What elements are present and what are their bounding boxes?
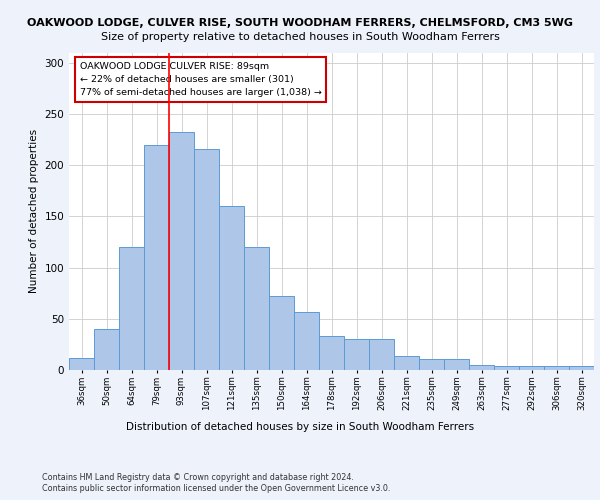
Bar: [569, 366, 594, 370]
Bar: [419, 358, 444, 370]
Bar: [494, 366, 519, 370]
Bar: [194, 149, 219, 370]
Text: Size of property relative to detached houses in South Woodham Ferrers: Size of property relative to detached ho…: [101, 32, 499, 42]
Bar: [69, 358, 94, 370]
Bar: [444, 358, 469, 370]
Bar: [319, 336, 344, 370]
Bar: [244, 247, 269, 370]
Bar: [294, 312, 319, 370]
Bar: [519, 366, 544, 370]
Bar: [469, 365, 494, 370]
Bar: [369, 340, 394, 370]
Text: Contains HM Land Registry data © Crown copyright and database right 2024.: Contains HM Land Registry data © Crown c…: [42, 472, 354, 482]
Text: OAKWOOD LODGE CULVER RISE: 89sqm
← 22% of detached houses are smaller (301)
77% : OAKWOOD LODGE CULVER RISE: 89sqm ← 22% o…: [79, 62, 322, 98]
Text: OAKWOOD LODGE, CULVER RISE, SOUTH WOODHAM FERRERS, CHELMSFORD, CM3 5WG: OAKWOOD LODGE, CULVER RISE, SOUTH WOODHA…: [27, 18, 573, 28]
Bar: [94, 329, 119, 370]
Bar: [544, 366, 569, 370]
Bar: [394, 356, 419, 370]
Bar: [219, 206, 244, 370]
Text: Contains public sector information licensed under the Open Government Licence v3: Contains public sector information licen…: [42, 484, 391, 493]
Text: Distribution of detached houses by size in South Woodham Ferrers: Distribution of detached houses by size …: [126, 422, 474, 432]
Bar: [169, 132, 194, 370]
Bar: [144, 144, 169, 370]
Bar: [344, 340, 369, 370]
Y-axis label: Number of detached properties: Number of detached properties: [29, 129, 39, 294]
Bar: [119, 247, 144, 370]
Bar: [269, 296, 294, 370]
